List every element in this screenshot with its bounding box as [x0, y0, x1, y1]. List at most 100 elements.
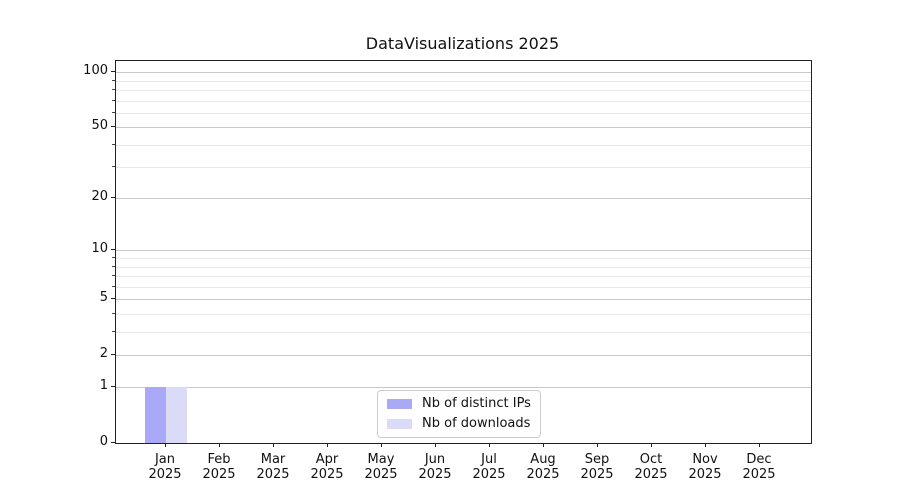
x-tick-month: Dec	[746, 452, 772, 467]
x-tick-year: 2025	[688, 467, 722, 482]
y-tick-minor	[112, 79, 115, 81]
x-tick-month: Aug	[530, 452, 556, 467]
y-gridline-minor	[116, 144, 811, 146]
y-gridline-minor	[116, 275, 811, 277]
x-tick-label: Apr 2025	[297, 452, 357, 482]
x-tick-month: Jan	[154, 452, 176, 467]
y-tick	[111, 386, 115, 388]
y-tick-label: 50	[91, 118, 108, 134]
y-tick-minor	[112, 166, 115, 168]
x-tick-month: Jul	[481, 452, 497, 467]
x-tick-year: 2025	[634, 467, 668, 482]
x-tick-month: Sep	[584, 452, 610, 467]
x-tick-month: Mar	[260, 452, 286, 467]
y-gridline-major	[116, 127, 811, 129]
x-tick	[705, 443, 706, 447]
x-tick-year: 2025	[364, 467, 398, 482]
y-tick	[111, 197, 115, 199]
x-tick-year: 2025	[256, 467, 290, 482]
y-tick-label: 20	[91, 189, 108, 205]
x-tick-label: Dec 2025	[729, 452, 789, 482]
x-tick	[165, 443, 166, 447]
y-tick-minor	[112, 274, 115, 276]
x-tick-label: Jan 2025	[135, 452, 195, 482]
y-tick-label: 2	[99, 345, 108, 361]
y-gridline-minor	[116, 112, 811, 114]
y-gridline-minor	[116, 167, 811, 169]
x-tick-label: Jun 2025	[405, 452, 465, 482]
legend-label: Nb of downloads	[422, 416, 531, 431]
y-gridline-minor	[116, 286, 811, 288]
y-gridline-major	[116, 354, 811, 356]
x-tick-label: Mar 2025	[243, 452, 303, 482]
x-tick-label: Nov 2025	[675, 452, 735, 482]
y-gridline-minor	[116, 89, 811, 91]
x-tick-label: Jul 2025	[459, 452, 519, 482]
y-tick-label: 0	[99, 434, 108, 449]
x-tick-year: 2025	[148, 467, 182, 482]
y-tick	[111, 126, 115, 128]
y-tick	[111, 442, 115, 443]
x-tick-year: 2025	[418, 467, 452, 482]
x-tick	[435, 443, 436, 447]
x-tick-year: 2025	[202, 467, 236, 482]
x-tick	[597, 443, 598, 447]
x-tick	[381, 443, 382, 447]
x-tick-year: 2025	[310, 467, 344, 482]
y-tick	[111, 249, 115, 251]
y-gridline-major	[116, 387, 811, 389]
y-tick-minor	[112, 99, 115, 101]
x-tick-month: Oct	[639, 452, 663, 467]
y-gridline-minor	[116, 331, 811, 333]
bar-s0-m0	[145, 387, 166, 443]
x-tick-month: Jun	[424, 452, 446, 467]
y-gridline-major	[116, 72, 811, 74]
legend-label: Nb of distinct IPs	[422, 396, 531, 411]
x-tick	[651, 443, 652, 447]
y-gridline-minor	[116, 313, 811, 315]
x-tick	[273, 443, 274, 447]
y-tick-minor	[112, 111, 115, 113]
y-tick-label: 100	[83, 63, 108, 79]
x-tick	[489, 443, 490, 447]
plot-area	[115, 60, 812, 444]
x-tick-label: May 2025	[351, 452, 411, 482]
legend: Nb of distinct IPs Nb of downloads	[377, 390, 541, 438]
y-gridline-minor	[116, 266, 811, 268]
y-gridline-major	[116, 250, 811, 252]
y-tick-label: 1	[99, 378, 108, 394]
legend-entry: Nb of downloads	[387, 416, 531, 432]
y-tick-label: 5	[99, 290, 108, 305]
y-tick-minor	[112, 312, 115, 314]
x-tick	[759, 443, 760, 447]
x-tick-label: Sep 2025	[567, 452, 627, 482]
x-tick-month: May	[367, 452, 395, 467]
x-tick-label: Aug 2025	[513, 452, 573, 482]
legend-swatch-icon	[387, 399, 412, 409]
y-tick-minor	[112, 285, 115, 287]
y-gridline-major	[116, 299, 811, 300]
x-tick	[543, 443, 544, 447]
y-tick	[111, 353, 115, 355]
y-tick-minor	[112, 330, 115, 332]
x-tick-label: Oct 2025	[621, 452, 681, 482]
chart-title: DataVisualizations 2025	[365, 34, 560, 53]
y-tick-minor	[112, 257, 115, 258]
y-gridline-minor	[116, 100, 811, 102]
x-tick-year: 2025	[742, 467, 776, 482]
x-tick-month: Feb	[207, 452, 231, 467]
x-tick-year: 2025	[472, 467, 506, 482]
bar-s1-m0	[166, 387, 187, 443]
y-tick	[111, 71, 115, 73]
y-tick-label: 10	[91, 241, 108, 257]
y-tick-minor	[112, 265, 115, 267]
y-gridline-minor	[116, 80, 811, 82]
legend-swatch-icon	[387, 419, 412, 429]
y-tick-minor	[112, 143, 115, 145]
y-tick-minor	[112, 88, 115, 90]
y-tick	[111, 298, 115, 299]
y-gridline-major	[116, 198, 811, 200]
x-tick-month: Apr	[315, 452, 339, 467]
x-tick-month: Nov	[692, 452, 718, 467]
